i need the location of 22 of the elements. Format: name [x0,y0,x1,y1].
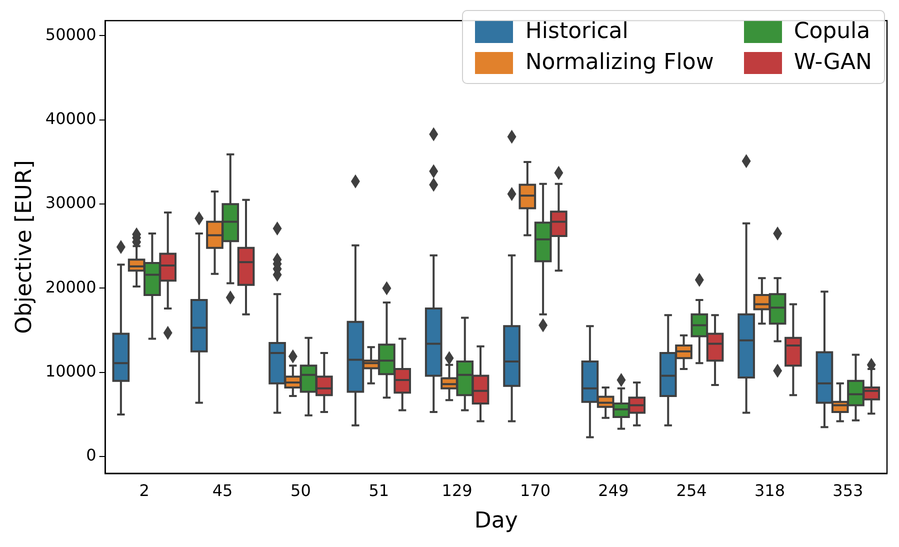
x-axis-title: Day [474,508,518,534]
y-tick-label: 20000 [45,277,96,296]
y-tick-label: 0 [86,446,96,465]
y-tick-label: 40000 [45,109,96,128]
x-tick-label: 353 [832,481,864,500]
x-tick-label: 318 [754,481,786,500]
y-tick-label: 10000 [45,362,96,381]
y-tick-label: 30000 [45,193,96,212]
x-tick-label: 254 [676,481,707,500]
x-tick-label: 249 [598,481,629,500]
legend-label: Copula [794,19,870,44]
x-tick-label: 129 [442,481,472,500]
x-tick-label: 51 [368,481,390,500]
legend-label: Normalizing Flow [525,50,714,75]
legend-label: Historical [525,19,628,44]
y-axis-title: Objective [EUR] [12,160,37,334]
x-tick-label: 50 [290,481,311,500]
y-tick-label: 50000 [45,24,96,44]
legend-label: W-GAN [794,50,872,75]
x-tick-label: 170 [520,481,551,500]
x-tick-label: 2 [139,481,150,500]
x-tick-label: 45 [212,481,233,500]
